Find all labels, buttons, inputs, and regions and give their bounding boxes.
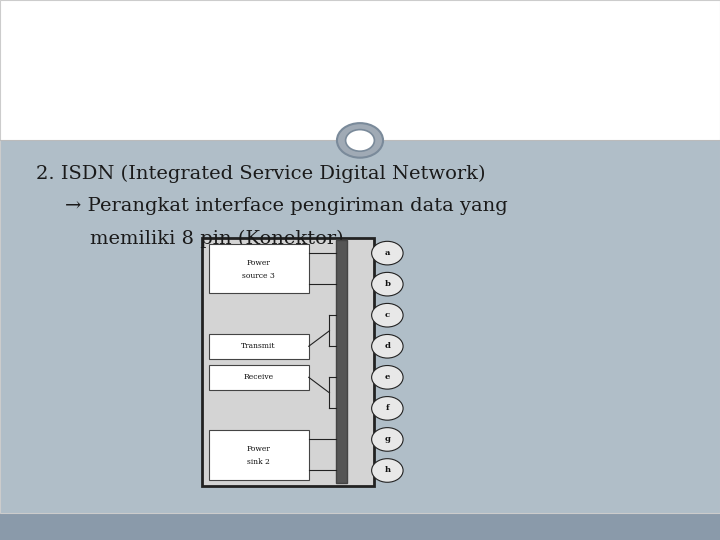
Bar — [0, 513, 720, 540]
Text: source 3: source 3 — [242, 272, 275, 280]
Bar — [0, 0, 720, 140]
Circle shape — [372, 334, 403, 358]
Text: g: g — [384, 435, 390, 443]
Circle shape — [372, 241, 403, 265]
Text: Transmit: Transmit — [241, 342, 276, 350]
Text: Power: Power — [247, 445, 271, 453]
Text: Power: Power — [247, 259, 271, 267]
Text: memiliki 8 pin (Konektor): memiliki 8 pin (Konektor) — [90, 230, 343, 248]
Bar — [209, 244, 309, 294]
Circle shape — [372, 396, 403, 420]
Bar — [0, 140, 720, 513]
Bar — [202, 238, 374, 486]
Bar — [209, 430, 309, 480]
Text: → Perangkat interface pengiriman data yang: → Perangkat interface pengiriman data ya… — [65, 197, 508, 215]
Text: c: c — [384, 311, 390, 319]
Text: a: a — [384, 249, 390, 257]
Text: d: d — [384, 342, 390, 350]
Circle shape — [372, 272, 403, 296]
Text: f: f — [385, 404, 390, 413]
Circle shape — [372, 303, 403, 327]
Circle shape — [337, 123, 383, 158]
Circle shape — [372, 428, 403, 451]
Text: sink 2: sink 2 — [247, 458, 270, 467]
Circle shape — [372, 366, 403, 389]
Bar — [336, 240, 347, 483]
Text: e: e — [384, 373, 390, 381]
Text: b: b — [384, 280, 390, 288]
Circle shape — [372, 458, 403, 482]
Circle shape — [346, 130, 374, 151]
Text: h: h — [384, 467, 390, 475]
Text: Receive: Receive — [243, 373, 274, 381]
Bar — [209, 334, 309, 359]
Bar — [209, 365, 309, 390]
Text: 2. ISDN (Integrated Service Digital Network): 2. ISDN (Integrated Service Digital Netw… — [36, 165, 485, 183]
